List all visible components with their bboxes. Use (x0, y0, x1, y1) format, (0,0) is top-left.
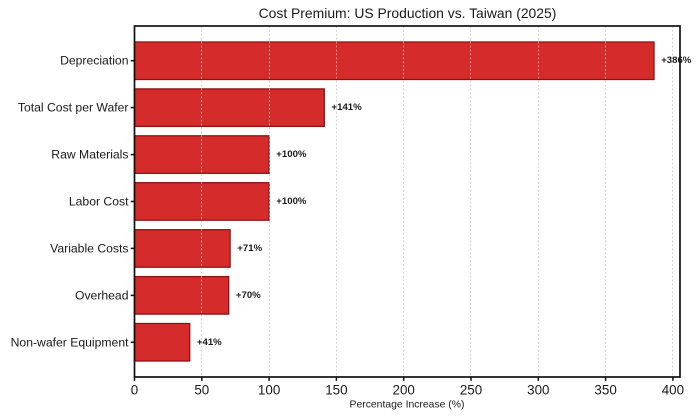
svg-text:250: 250 (460, 382, 482, 397)
svg-text:Depreciation: Depreciation (60, 54, 128, 68)
svg-text:100: 100 (258, 382, 280, 397)
svg-text:50: 50 (194, 382, 209, 397)
svg-text:Variable Costs: Variable Costs (50, 241, 128, 255)
svg-text:+71%: +71% (237, 243, 262, 254)
svg-text:+100%: +100% (276, 149, 307, 160)
svg-text:+70%: +70% (236, 290, 261, 301)
svg-text:+141%: +141% (332, 102, 363, 113)
svg-text:Labor Cost: Labor Cost (69, 195, 129, 209)
svg-text:+41%: +41% (197, 337, 222, 348)
svg-text:Raw Materials: Raw Materials (51, 148, 128, 162)
svg-text:+100%: +100% (276, 196, 307, 207)
svg-text:200: 200 (393, 382, 415, 397)
svg-text:300: 300 (527, 382, 549, 397)
svg-text:Overhead: Overhead (75, 288, 129, 302)
svg-text:Non-wafer Equipment: Non-wafer Equipment (11, 335, 129, 349)
svg-text:Cost Premium: US Production vs: Cost Premium: US Production vs. Taiwan (… (259, 5, 557, 21)
svg-text:400: 400 (662, 382, 684, 397)
svg-text:350: 350 (594, 382, 616, 397)
svg-text:0: 0 (131, 382, 138, 397)
svg-text:Total Cost per Wafer: Total Cost per Wafer (18, 101, 129, 115)
svg-text:+386%: +386% (661, 55, 692, 66)
svg-text:Percentage Increase (%): Percentage Increase (%) (350, 400, 465, 411)
svg-text:150: 150 (325, 382, 347, 397)
